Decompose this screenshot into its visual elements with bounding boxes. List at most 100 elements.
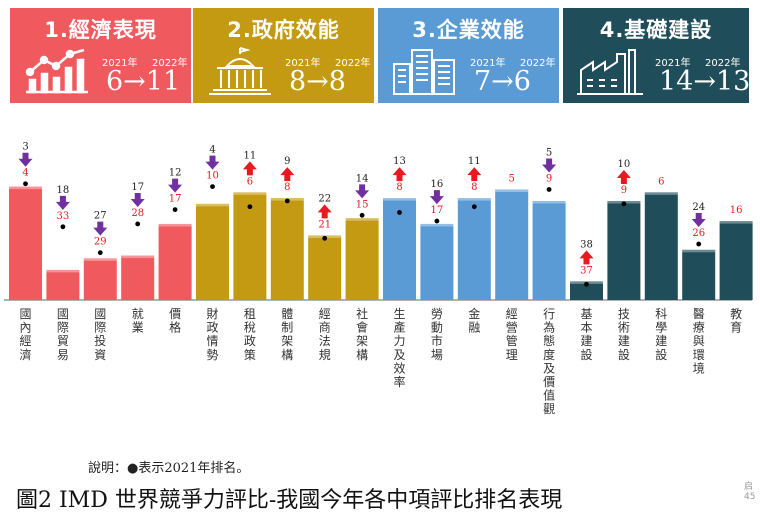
bar-12 — [420, 223, 454, 300]
category-label-char: 就 — [132, 307, 144, 321]
category-label-char: 管 — [506, 333, 518, 348]
rank-2022-label: 5 — [509, 173, 515, 184]
rank-2021-label: 14 — [356, 173, 369, 184]
rank-2021-label: 11 — [468, 156, 481, 167]
rank-2022-label: 15 — [356, 199, 369, 210]
category-label-char: 建 — [580, 334, 592, 348]
category-label-char: 融 — [468, 321, 480, 335]
category-label-char: 格 — [169, 320, 181, 335]
category-label-char: 醫 — [693, 307, 705, 321]
rank-2021-dot — [284, 198, 290, 204]
category-label-char: 育 — [730, 320, 742, 335]
category-label-char: 制 — [281, 321, 293, 335]
arrow-down-icon — [168, 178, 183, 193]
rank-2021-dot — [210, 184, 215, 190]
category-label-char: 價 — [543, 375, 555, 389]
category-label-char: 產 — [393, 320, 405, 335]
panel-year-2021: 2021年 — [470, 58, 506, 69]
bar-15 — [532, 200, 566, 300]
category-label-char: 觀 — [543, 402, 555, 416]
category-label-char: 濟 — [19, 347, 31, 362]
panel-rank-change: 7→6 — [474, 66, 531, 97]
category-label-char: 率 — [393, 374, 405, 389]
category-label-char: 體 — [281, 307, 293, 321]
category-label-char: 商 — [319, 320, 331, 335]
rank-2021-dot — [97, 250, 103, 256]
panel-1: 1.經濟表現 2021年 2022年 6→11 — [10, 8, 191, 103]
category-label-char: 勞 — [431, 307, 443, 321]
arrow-down-icon — [429, 190, 444, 205]
rank-2021-dot — [135, 221, 141, 227]
bar-9 — [308, 235, 342, 300]
rank-2021-label: 18 — [57, 185, 70, 196]
bar-top-highlight — [83, 258, 117, 261]
bar-13 — [457, 198, 491, 300]
chart-note: 說明：●表示2021年排名。 — [88, 461, 250, 476]
bar-2 — [46, 269, 80, 300]
rank-2021-label: 12 — [169, 168, 182, 179]
category-label-char: 情 — [206, 334, 218, 348]
rank-2021-dot — [546, 187, 552, 192]
rank-2021-label: 38 — [580, 239, 593, 250]
bar-1 — [9, 186, 42, 300]
arrow-down-icon — [205, 155, 220, 170]
category-label-char: 力 — [393, 334, 405, 348]
bar-7 — [233, 192, 267, 300]
panel-title: 4.基礎建設 — [599, 18, 713, 42]
category-label-char: 社 — [356, 306, 368, 321]
category-label-char: 場 — [431, 348, 443, 362]
rank-2022-label: 29 — [94, 237, 107, 248]
panel-rank-change: 6→11 — [106, 66, 181, 97]
category-label-char: 架 — [356, 334, 368, 348]
rank-2021-dot — [696, 241, 702, 247]
bar-top-highlight — [46, 269, 80, 273]
rank-bar-chart: 43國內經濟3318國際貿易2927國際投資2817就業1712價格104財政情… — [4, 142, 753, 416]
category-label-char: 際 — [57, 321, 69, 335]
category-label-char: 學 — [655, 321, 667, 335]
rank-2022-label: 37 — [580, 265, 593, 276]
category-label-char: 行 — [543, 307, 555, 321]
bar-top-highlight — [682, 249, 716, 253]
category-label-char: 投 — [94, 333, 106, 348]
category-label-char: 政 — [244, 334, 256, 348]
category-label-char: 本 — [580, 321, 592, 335]
bar-3 — [83, 258, 117, 300]
bar-top-highlight — [9, 186, 42, 190]
arrow-down-icon — [355, 184, 370, 199]
rank-2021-label: 16 — [431, 179, 444, 190]
category-label-char: 勢 — [206, 347, 218, 362]
category-label-char: 架 — [281, 334, 293, 348]
rank-2022-label: 33 — [57, 211, 70, 222]
rank-2021-dot — [434, 218, 440, 224]
bar-14 — [495, 189, 529, 300]
category-label-char: 基 — [580, 307, 592, 321]
category-label-char: 資 — [94, 348, 106, 362]
category-label-char: 財 — [206, 306, 218, 321]
category-label-char: 設 — [655, 347, 667, 362]
category-label-char: 生 — [393, 307, 405, 321]
rank-2021-dot — [172, 207, 178, 212]
page-label: 启 45 — [744, 482, 756, 502]
category-label-char: 國 — [94, 307, 106, 321]
category-label-char: 營 — [506, 321, 518, 335]
category-label-char: 業 — [132, 321, 144, 335]
category-label-char: 建 — [655, 334, 667, 348]
factory-icon — [577, 49, 643, 95]
rank-2021-dot — [584, 281, 589, 287]
rank-2022-label: 4 — [22, 168, 28, 179]
panel-title: 1.經濟表現 — [44, 18, 157, 42]
bar-top-highlight — [121, 255, 155, 259]
category-label-char: 構 — [356, 348, 368, 362]
rank-2021-label: 10 — [618, 159, 631, 170]
category-label-char: 市 — [431, 333, 443, 348]
category-label-char: 與 — [693, 334, 705, 348]
bar-top-highlight — [644, 192, 678, 195]
arrow-down-icon — [93, 221, 108, 236]
rank-2021-label: 22 — [318, 193, 331, 204]
panel-3: 3.企業效能 2021年 2022年 7→6 — [378, 8, 559, 103]
bar-10 — [345, 218, 379, 300]
rank-2022-label: 28 — [131, 208, 144, 219]
arrow-up-icon — [242, 161, 257, 176]
category-label-char: 經 — [506, 307, 518, 321]
panel-year-2022: 2022年 — [152, 58, 188, 69]
